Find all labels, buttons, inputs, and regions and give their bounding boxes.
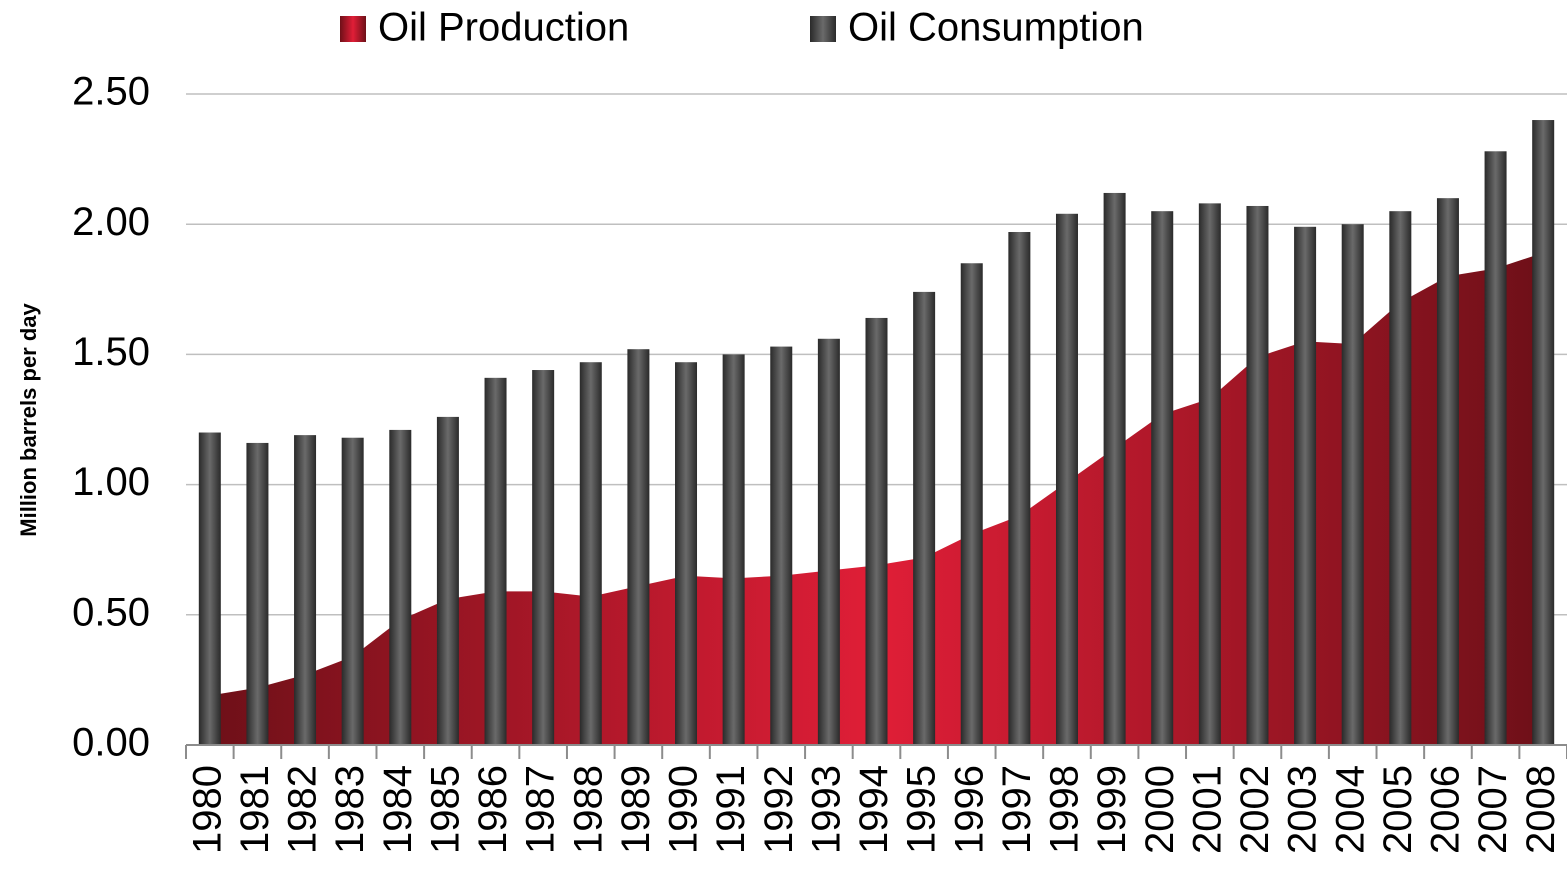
x-tick-label: 1989 <box>614 765 658 854</box>
legend-swatch <box>810 16 836 42</box>
x-tick-label: 1995 <box>900 765 944 854</box>
bar <box>770 346 793 745</box>
y-tick-label: 2.00 <box>72 200 150 244</box>
x-tick-label: 1982 <box>281 765 325 854</box>
x-tick-label: 1992 <box>757 765 801 854</box>
y-axis-label: Million barrels per day <box>16 302 41 536</box>
x-tick-label: 1997 <box>995 765 1039 854</box>
x-tick-label: 2001 <box>1185 765 1229 854</box>
bar <box>341 437 364 745</box>
bar <box>1532 120 1555 746</box>
bar <box>817 338 840 745</box>
x-tick-label: 1994 <box>852 765 896 854</box>
bar <box>1294 226 1317 745</box>
x-tick-label: 1988 <box>566 765 610 854</box>
x-tick-label: 1986 <box>471 765 515 854</box>
bar <box>436 416 459 745</box>
bar <box>675 362 698 745</box>
bar <box>1151 211 1174 745</box>
x-tick-label: 2007 <box>1471 765 1515 854</box>
bar <box>960 263 983 745</box>
bar <box>1055 213 1078 745</box>
bar <box>484 377 507 745</box>
bar <box>532 370 555 745</box>
x-tick-label: 2004 <box>1328 765 1372 854</box>
y-tick-label: 0.00 <box>72 721 150 765</box>
x-tick-label: 1999 <box>1090 765 1134 854</box>
bar <box>1246 205 1269 746</box>
bar <box>1341 224 1364 745</box>
x-tick-label: 1983 <box>328 765 372 854</box>
x-tick-label: 2006 <box>1424 765 1468 854</box>
x-tick-label: 1981 <box>233 765 277 854</box>
bar <box>1484 151 1507 746</box>
bar <box>1436 198 1459 745</box>
bar <box>913 291 936 745</box>
bar <box>1389 211 1412 745</box>
bar <box>389 429 412 745</box>
x-tick-label: 1985 <box>423 765 467 854</box>
legend-label: Oil Consumption <box>848 6 1144 50</box>
x-tick-label: 1990 <box>662 765 706 854</box>
y-tick-label: 0.50 <box>72 590 150 634</box>
x-tick-label: 1993 <box>804 765 848 854</box>
bar <box>627 349 650 745</box>
x-tick-label: 1987 <box>519 765 563 854</box>
x-tick-label: 2005 <box>1376 765 1420 854</box>
bar <box>865 317 888 745</box>
bar <box>198 432 221 745</box>
x-tick-label: 2003 <box>1281 765 1325 854</box>
x-tick-label: 1984 <box>376 765 420 854</box>
y-tick-label: 1.00 <box>72 460 150 504</box>
y-tick-label: 1.50 <box>72 330 150 374</box>
bar <box>1198 203 1221 746</box>
x-tick-label: 2008 <box>1519 765 1563 854</box>
legend-label: Oil Production <box>378 6 629 50</box>
x-tick-label: 2000 <box>1138 765 1182 854</box>
x-tick-label: 1998 <box>1043 765 1087 854</box>
legend-swatch <box>340 16 366 42</box>
bar <box>722 354 745 745</box>
bar <box>1103 192 1126 745</box>
x-tick-label: 2002 <box>1233 765 1277 854</box>
x-tick-label: 1991 <box>709 765 753 854</box>
bar <box>294 435 317 745</box>
bar <box>246 442 269 745</box>
y-tick-label: 2.50 <box>72 70 150 114</box>
x-tick-label: 1996 <box>947 765 991 854</box>
bar <box>1008 232 1031 746</box>
bar <box>579 362 602 745</box>
x-tick-label: 1980 <box>185 765 229 854</box>
